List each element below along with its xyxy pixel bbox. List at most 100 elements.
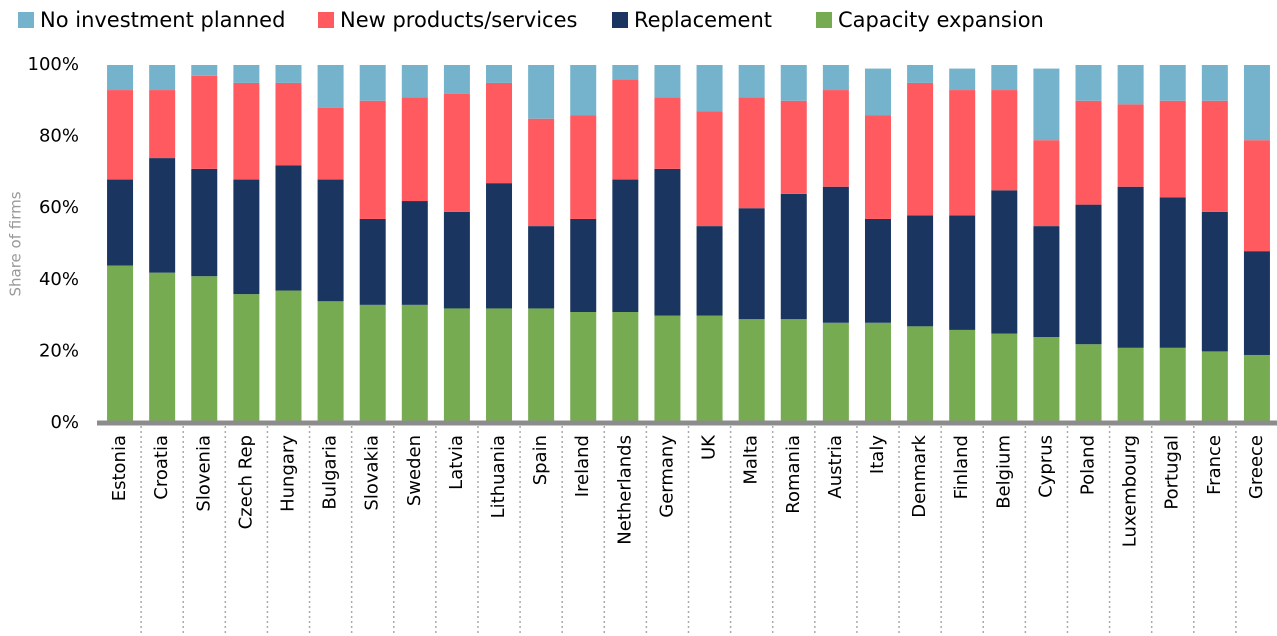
bar-segment <box>864 115 891 219</box>
bar-segment <box>359 65 386 101</box>
x-tick-label: Netherlands <box>614 435 635 545</box>
bar-segment <box>864 218 891 323</box>
x-tick-label: Croatia <box>151 435 172 500</box>
bar-segment <box>359 218 386 305</box>
bar-segment <box>907 82 934 216</box>
bar-segment <box>233 65 260 83</box>
bar-segment <box>1243 65 1270 141</box>
bar-segment <box>612 179 639 313</box>
bar-segment <box>401 65 428 98</box>
bar-segment <box>612 312 639 423</box>
bar-segment <box>1033 68 1060 141</box>
x-tick-label: France <box>1204 435 1225 495</box>
bar-segment <box>1159 100 1186 198</box>
bar-segment <box>612 79 639 180</box>
bar-segment <box>317 107 344 180</box>
y-tick-label: 60% <box>39 197 79 218</box>
bar-segment <box>1159 347 1186 423</box>
bar-segment <box>780 193 807 320</box>
bar-segment <box>654 97 681 169</box>
bar-segment <box>275 82 302 166</box>
bar-segment <box>317 65 344 108</box>
x-tick-label: Poland <box>1078 435 1099 495</box>
bar-segment <box>1033 337 1060 423</box>
bar-segment <box>1033 140 1060 227</box>
x-tick-label: Slovenia <box>193 435 214 512</box>
bar-segment <box>443 308 470 423</box>
bar-segment <box>822 186 849 323</box>
bar-segment <box>570 312 597 423</box>
x-tick-label: Denmark <box>909 434 930 517</box>
x-tick-label: Cyprus <box>1035 435 1056 498</box>
legend-label: Capacity expansion <box>838 8 1044 32</box>
bar-segment <box>486 65 513 83</box>
bar-segment <box>1201 100 1228 212</box>
bar-segment <box>570 218 597 313</box>
bar-segment <box>1243 140 1270 252</box>
legend-swatch <box>318 12 334 28</box>
bar-segment <box>107 90 134 180</box>
bar-segment <box>1201 211 1228 352</box>
bar-segment <box>486 183 513 309</box>
legend-label: New products/services <box>340 8 577 32</box>
x-tick-label: Italy <box>867 435 888 474</box>
x-tick-label: Bulgaria <box>320 435 341 510</box>
bar-segment <box>738 319 765 423</box>
bar-segment <box>1033 226 1060 338</box>
bar-segment <box>907 326 934 423</box>
bar-segment <box>528 226 555 309</box>
legend-label: No investment planned <box>40 8 285 32</box>
bar-segment <box>486 82 513 184</box>
bar-segment <box>1075 344 1102 423</box>
bar-segment <box>864 68 891 116</box>
bar-segment <box>149 90 176 159</box>
bar-segment <box>443 65 470 94</box>
bar-segment <box>1075 65 1102 101</box>
bar-segment <box>570 65 597 116</box>
bar-segment <box>780 100 807 194</box>
x-tick-label: Latvia <box>446 435 467 490</box>
bar-segment <box>359 100 386 219</box>
bar-segment <box>949 68 976 91</box>
bar-segment <box>191 168 218 277</box>
bar-segment <box>907 65 934 83</box>
legend-label: Replacement <box>634 8 772 32</box>
bar-segment <box>949 90 976 216</box>
x-tick-label: Czech Rep <box>235 435 256 529</box>
bar-segment <box>1117 186 1144 348</box>
x-tick-label: Lithuania <box>488 435 509 518</box>
bar-segment <box>1075 204 1102 345</box>
bar-segment <box>864 322 891 423</box>
bar-segment <box>1117 104 1144 187</box>
x-tick-label: Ireland <box>572 435 593 497</box>
x-tick-label: Germany <box>656 435 677 518</box>
bar-segment <box>275 65 302 83</box>
x-tick-label: Malta <box>741 435 762 485</box>
bar-segment <box>528 118 555 227</box>
y-axis-title: Share of firms <box>7 191 25 296</box>
legend-swatch <box>816 12 832 28</box>
bar-segment <box>1159 65 1186 101</box>
bar-segment <box>107 65 134 91</box>
x-tick-label: Hungary <box>277 435 298 512</box>
x-tick-label: Estonia <box>109 435 130 501</box>
x-tick-label: Austria <box>825 435 846 499</box>
bar-segment <box>528 65 555 119</box>
bar-segment <box>317 179 344 302</box>
bar-segment <box>275 165 302 291</box>
bar-segment <box>1075 100 1102 205</box>
y-tick-label: 40% <box>39 269 79 290</box>
bar-segment <box>233 179 260 295</box>
bar-segment <box>949 215 976 330</box>
bar-segment <box>401 304 428 423</box>
bar-segment <box>696 111 723 227</box>
bar-segment <box>528 308 555 423</box>
x-tick-label: Finland <box>951 435 972 499</box>
bar-segment <box>654 65 681 98</box>
bar-segment <box>191 65 218 76</box>
bar-segment <box>1159 197 1186 348</box>
bar-segment <box>149 272 176 423</box>
bar-segment <box>233 82 260 180</box>
bar-segment <box>696 65 723 112</box>
